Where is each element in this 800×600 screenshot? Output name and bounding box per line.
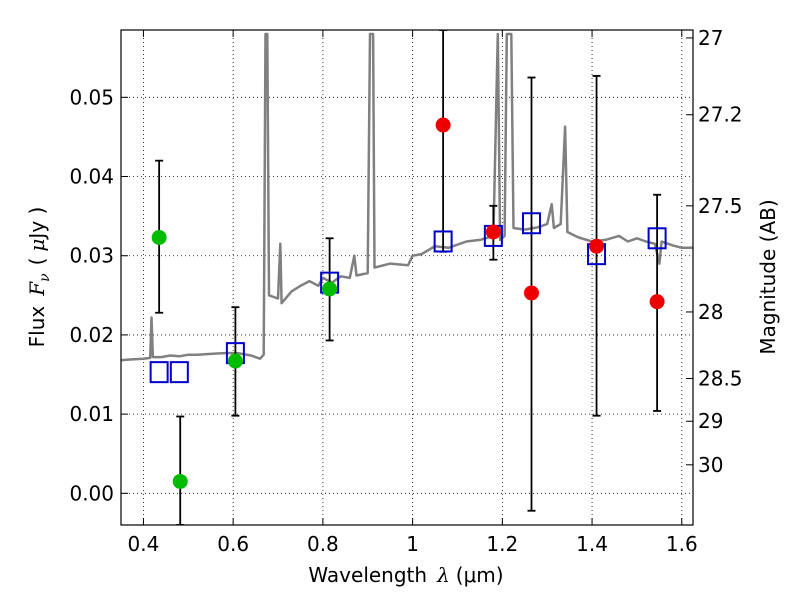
y2-axis-label: Magnitude (AB) (756, 199, 780, 354)
x-tick-label: 1.2 (486, 532, 518, 556)
y2-tick-label: 27 (698, 26, 723, 50)
red-data-point (589, 238, 605, 254)
x-tick-label: 0.4 (128, 532, 160, 556)
x-tick-label: 0.8 (307, 532, 339, 556)
y-axis-label: FluxFν(μJy ) (25, 207, 53, 348)
model-photometry-square (169, 361, 189, 384)
red-data-point (485, 224, 501, 240)
y-tick-label: 0.02 (69, 323, 114, 347)
green-data-point (227, 353, 243, 369)
red-data-point (649, 294, 665, 310)
y-tick-label: 0.00 (69, 481, 114, 505)
green-data-point (322, 281, 338, 297)
model-photometry-square (521, 212, 541, 235)
x-tick-label: 0.6 (217, 532, 249, 556)
model-photometry-square (647, 227, 667, 250)
x-tick-label: 1.4 (576, 532, 608, 556)
x-axis-label: Wavelength λ (μm) (308, 563, 503, 587)
axis-ticks: 0.4 0.6 0.8 1 1.2 1.4 1.6 0.00 0.01 0.02 0.03 0.04 0… (69, 26, 742, 556)
y-tick-label: 0.01 (69, 402, 114, 426)
y-tick-label: 0.05 (69, 85, 114, 109)
model-photometry-square (149, 361, 169, 384)
red-data-point (523, 285, 539, 301)
y2-tick-label: 29 (698, 409, 723, 433)
y2-tick-label: 27.2 (698, 103, 743, 127)
y-tick-label: 0.03 (69, 244, 114, 268)
model-photometry-square (433, 230, 453, 253)
x-tick-label: 1.6 (666, 532, 698, 556)
model-spectrum-line (121, 32, 693, 362)
red-data-point (435, 117, 451, 133)
plot-area (121, 30, 693, 525)
green-data-point (151, 230, 167, 246)
x-tick-label: 1 (406, 532, 419, 556)
green-data-point (172, 473, 188, 489)
y2-tick-label: 28.5 (698, 366, 743, 390)
y2-tick-label: 30 (698, 453, 723, 477)
y2-tick-label: 27.5 (698, 194, 743, 218)
y2-tick-label: 28 (698, 300, 723, 324)
plot-frame (120, 29, 694, 526)
y-tick-label: 0.04 (69, 165, 114, 189)
grid-lines (121, 30, 693, 525)
